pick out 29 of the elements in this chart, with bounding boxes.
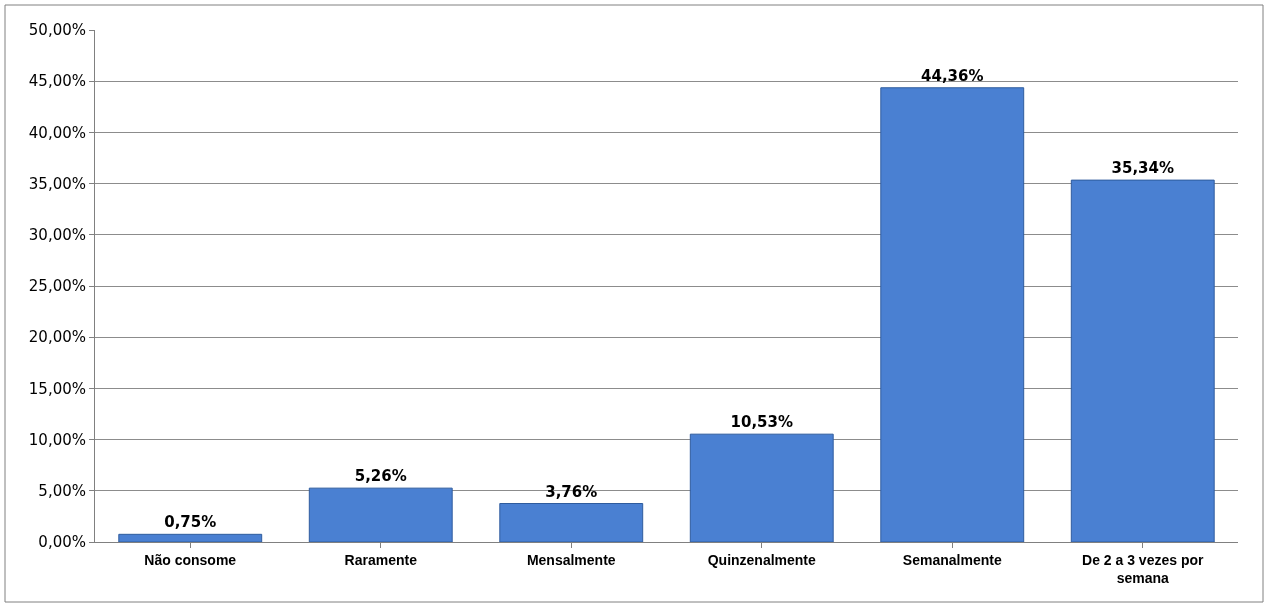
x-tick-label: Não consome <box>144 551 237 568</box>
bar <box>880 87 1025 542</box>
y-tick-label: 40,00% <box>28 123 86 142</box>
bar <box>689 433 834 542</box>
y-tick-label: 20,00% <box>28 328 86 347</box>
bar <box>1070 179 1215 542</box>
data-label: 35,34% <box>1111 159 1174 178</box>
y-tick-label: 15,00% <box>28 379 86 398</box>
y-tick-label: 0,00% <box>38 533 86 552</box>
x-tick-label: Quinzenalmente <box>707 551 817 568</box>
x-tick-label: Mensalmente <box>526 551 616 568</box>
bar <box>118 533 263 542</box>
x-tick-label: De 2 a 3 vezes por semana <box>1082 551 1204 586</box>
y-tick-label: 45,00% <box>28 72 86 91</box>
bar <box>499 503 644 542</box>
data-label: 5,26% <box>354 467 407 486</box>
data-label: 10,53% <box>730 413 793 432</box>
data-label: 44,36% <box>921 66 984 85</box>
y-tick-label: 30,00% <box>28 226 86 245</box>
y-tick-label: 10,00% <box>28 430 86 449</box>
data-label: 0,75% <box>164 513 217 532</box>
y-tick-label: 35,00% <box>28 174 86 193</box>
bar <box>308 487 453 542</box>
x-tick-label: Semanalmente <box>902 551 1002 568</box>
y-tick-label: 5,00% <box>38 482 86 501</box>
y-tick-label: 50,00% <box>28 21 86 40</box>
y-tick-label: 25,00% <box>28 277 86 296</box>
data-label: 3,76% <box>545 482 598 501</box>
x-tick-label: Raramente <box>344 551 418 568</box>
